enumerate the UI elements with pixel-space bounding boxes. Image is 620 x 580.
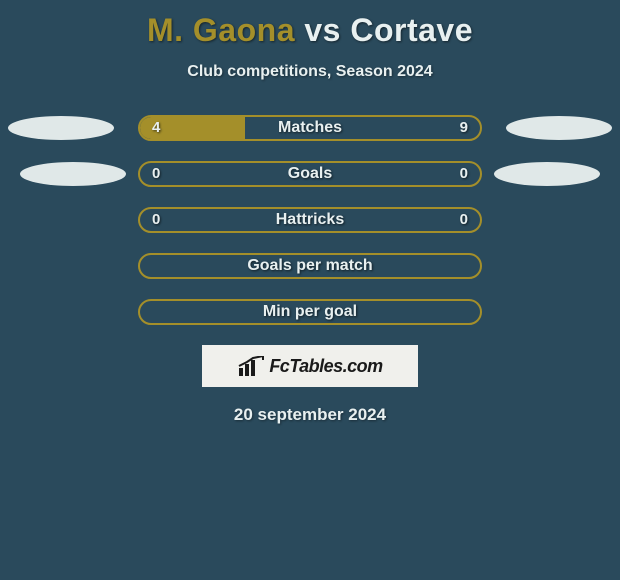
stat-row: 0Hattricks0 (0, 207, 620, 233)
stat-label: Hattricks (140, 209, 480, 231)
stat-row: Min per goal (0, 299, 620, 325)
stat-value-right: 0 (460, 163, 468, 185)
stat-bar: 4Matches9 (138, 115, 482, 141)
page-title: M. Gaona vs Cortave (0, 0, 620, 49)
logo-text: FcTables.com (269, 356, 382, 377)
team-ellipse-left (20, 162, 126, 186)
team-ellipse-right (494, 162, 600, 186)
chart-icon (237, 356, 265, 376)
stat-row: 0Goals0 (0, 161, 620, 187)
stats-container: 4Matches90Goals00Hattricks0Goals per mat… (0, 115, 620, 325)
stat-bar: 0Goals0 (138, 161, 482, 187)
team-ellipse-right (506, 116, 612, 140)
stat-label: Matches (140, 117, 480, 139)
player2-name: Cortave (350, 12, 473, 48)
player1-name: M. Gaona (147, 12, 295, 48)
stat-row: Goals per match (0, 253, 620, 279)
team-ellipse-left (8, 116, 114, 140)
stat-label: Goals per match (140, 255, 480, 277)
logo-box: FcTables.com (202, 345, 418, 387)
stat-bar: 0Hattricks0 (138, 207, 482, 233)
stat-value-right: 0 (460, 209, 468, 231)
date-text: 20 september 2024 (0, 405, 620, 425)
vs-text: vs (304, 12, 341, 48)
stat-bar: Min per goal (138, 299, 482, 325)
stat-row: 4Matches9 (0, 115, 620, 141)
stat-label: Min per goal (140, 301, 480, 323)
subtitle: Club competitions, Season 2024 (0, 63, 620, 81)
stat-value-right: 9 (460, 117, 468, 139)
stat-bar: Goals per match (138, 253, 482, 279)
stat-label: Goals (140, 163, 480, 185)
